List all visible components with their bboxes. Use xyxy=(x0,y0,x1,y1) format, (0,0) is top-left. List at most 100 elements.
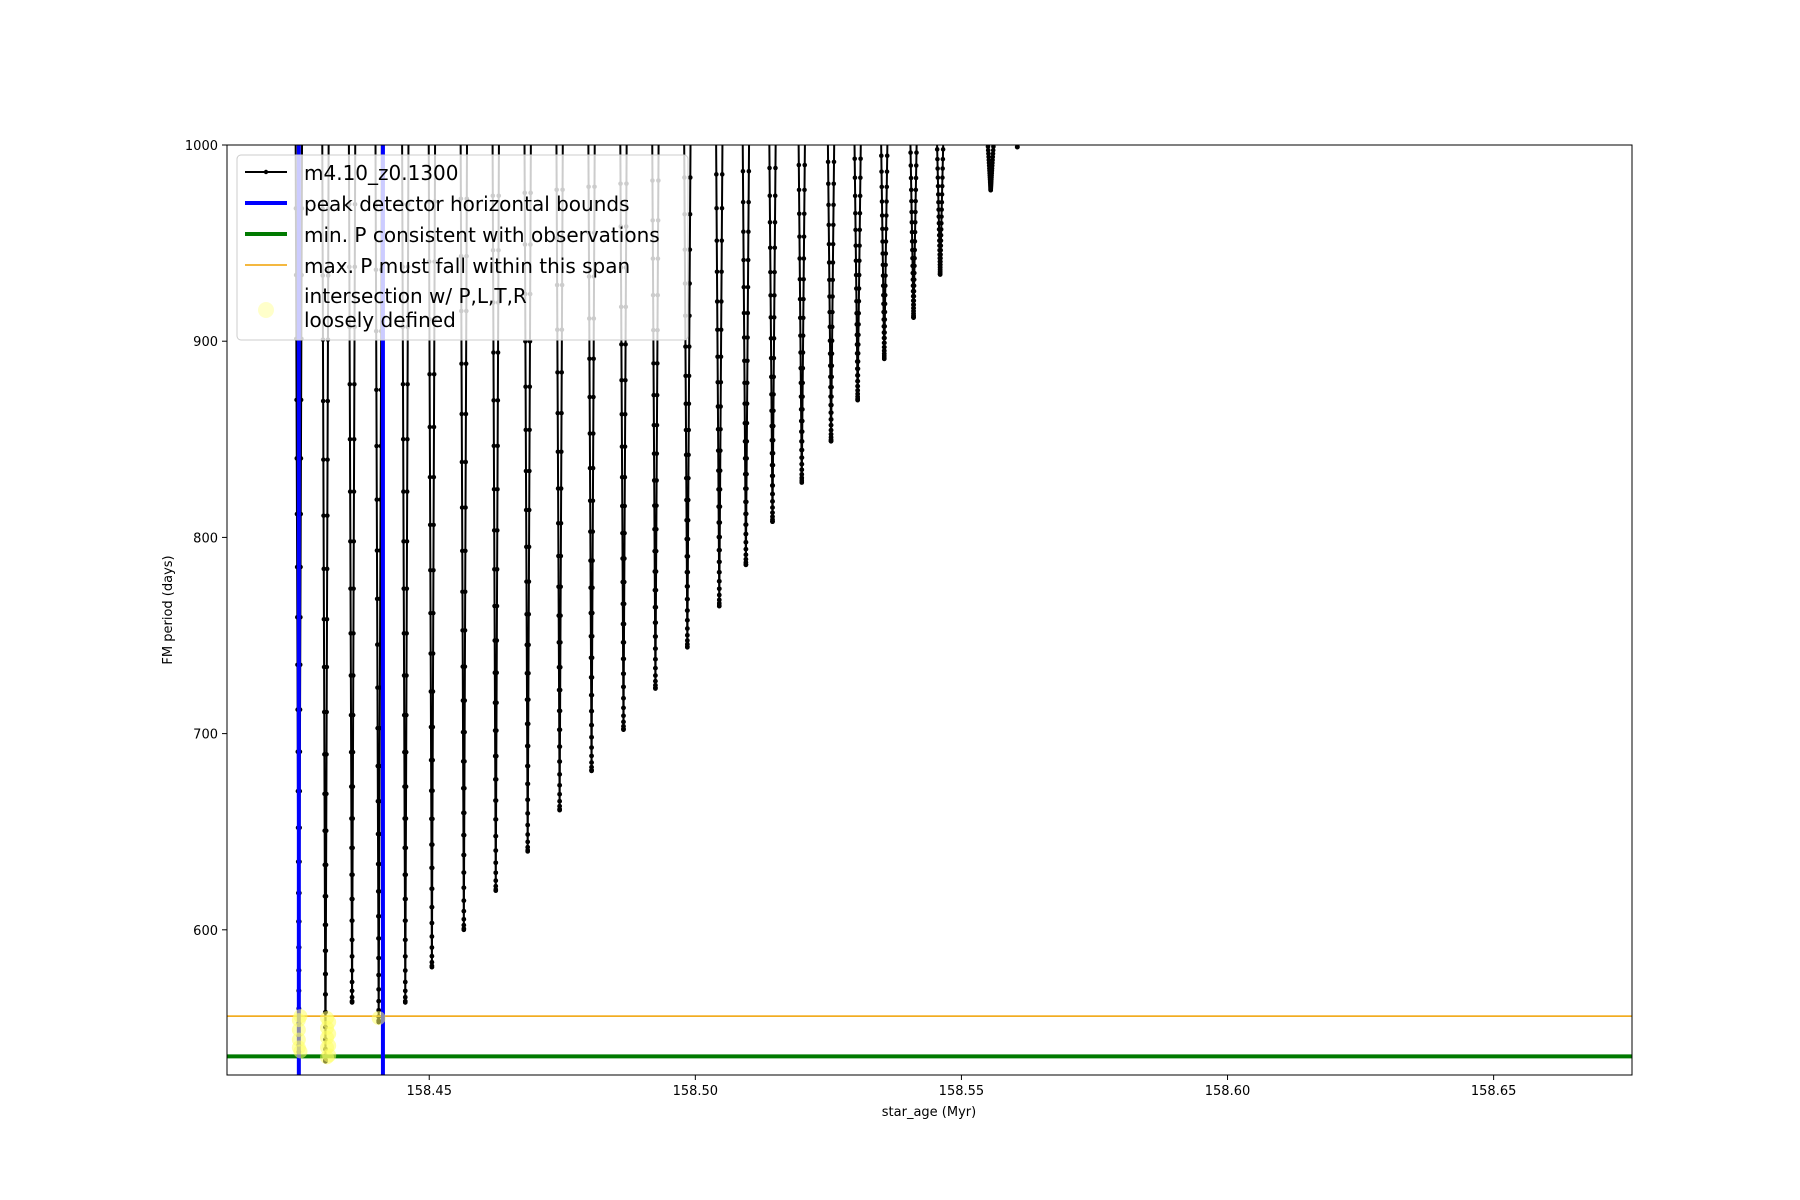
model-marker xyxy=(855,351,861,356)
model-marker xyxy=(401,489,406,494)
model-marker xyxy=(717,569,722,575)
model-marker xyxy=(882,340,887,346)
model-marker xyxy=(801,296,806,302)
model-marker xyxy=(427,474,433,480)
model-marker xyxy=(653,634,659,639)
model-marker xyxy=(828,417,834,422)
model-marker xyxy=(429,959,435,965)
model-marker xyxy=(717,487,723,492)
model-marker xyxy=(653,548,659,554)
model-marker xyxy=(490,137,495,142)
model-marker xyxy=(321,457,326,462)
model-marker xyxy=(856,342,861,347)
y-tick-label: 900 xyxy=(193,335,218,350)
model-marker xyxy=(589,675,595,680)
model-marker xyxy=(827,277,832,283)
model-marker xyxy=(908,163,914,168)
model-marker xyxy=(879,199,885,204)
model-marker xyxy=(826,202,831,208)
model-marker xyxy=(461,898,467,903)
model-marker xyxy=(802,187,807,193)
model-marker xyxy=(400,137,405,142)
model-marker xyxy=(427,424,433,430)
model-marker xyxy=(589,655,595,661)
model-marker xyxy=(857,243,862,248)
model-marker xyxy=(936,199,941,205)
model-marker xyxy=(380,137,385,142)
model-marker xyxy=(495,398,501,403)
model-marker xyxy=(589,760,594,765)
model-marker xyxy=(909,220,915,225)
model-marker xyxy=(462,729,467,735)
model-marker xyxy=(525,839,531,845)
model-marker xyxy=(350,749,356,755)
model-marker xyxy=(853,210,858,216)
model-marker xyxy=(830,277,836,283)
model-marker xyxy=(939,183,945,189)
model-marker xyxy=(403,816,409,821)
model-marker xyxy=(619,342,624,347)
model-marker xyxy=(857,227,863,233)
model-marker xyxy=(523,384,528,390)
model-marker xyxy=(347,436,353,442)
model-marker xyxy=(526,697,531,702)
model-marker xyxy=(719,172,725,177)
model-marker xyxy=(618,137,623,142)
model-marker xyxy=(324,709,329,715)
model-marker xyxy=(719,238,725,243)
model-marker xyxy=(653,665,658,671)
model-marker xyxy=(622,474,628,480)
model-marker xyxy=(685,554,691,559)
model-marker xyxy=(374,443,379,449)
model-marker xyxy=(879,169,884,174)
model-marker xyxy=(831,159,837,165)
model-marker xyxy=(745,310,751,316)
model-marker xyxy=(349,994,355,1000)
model-marker xyxy=(912,270,917,276)
model-marker xyxy=(687,211,693,217)
model-marker xyxy=(935,183,941,189)
model-marker xyxy=(429,920,435,926)
legend-marker-intersection xyxy=(258,302,274,318)
model-marker xyxy=(373,137,378,142)
model-marker xyxy=(431,567,436,573)
model-marker xyxy=(293,137,298,142)
model-marker xyxy=(350,872,355,877)
model-marker xyxy=(426,137,431,142)
model-marker xyxy=(883,273,888,278)
model-marker xyxy=(590,610,595,616)
model-marker xyxy=(909,209,914,215)
model-marker xyxy=(493,883,499,889)
model-marker xyxy=(325,398,331,404)
model-marker xyxy=(715,327,720,333)
model-marker xyxy=(855,378,861,384)
model-marker xyxy=(770,514,775,519)
model-marker xyxy=(653,673,658,678)
model-marker xyxy=(744,486,749,491)
model-marker xyxy=(799,439,805,444)
model-marker xyxy=(459,505,465,510)
model-marker xyxy=(744,499,749,505)
intersection-marker xyxy=(322,1026,337,1041)
model-marker xyxy=(985,137,990,142)
model-marker xyxy=(525,832,531,837)
model-marker xyxy=(912,247,918,253)
model-marker xyxy=(557,708,563,714)
model-marker xyxy=(621,601,627,607)
intersection-marker xyxy=(293,1044,308,1059)
model-marker xyxy=(853,243,859,248)
model-marker xyxy=(621,719,626,725)
model-marker xyxy=(591,394,596,400)
model-marker xyxy=(589,634,595,639)
model-marker xyxy=(623,377,628,383)
model-marker xyxy=(403,784,409,789)
model-marker xyxy=(687,247,693,252)
model-marker xyxy=(938,243,944,248)
model-marker xyxy=(429,953,435,959)
model-marker xyxy=(324,752,329,757)
model-marker xyxy=(855,388,861,393)
model-marker xyxy=(686,344,692,349)
y-tick-label: 700 xyxy=(193,728,218,743)
model-marker xyxy=(590,465,596,471)
model-marker xyxy=(831,222,836,228)
